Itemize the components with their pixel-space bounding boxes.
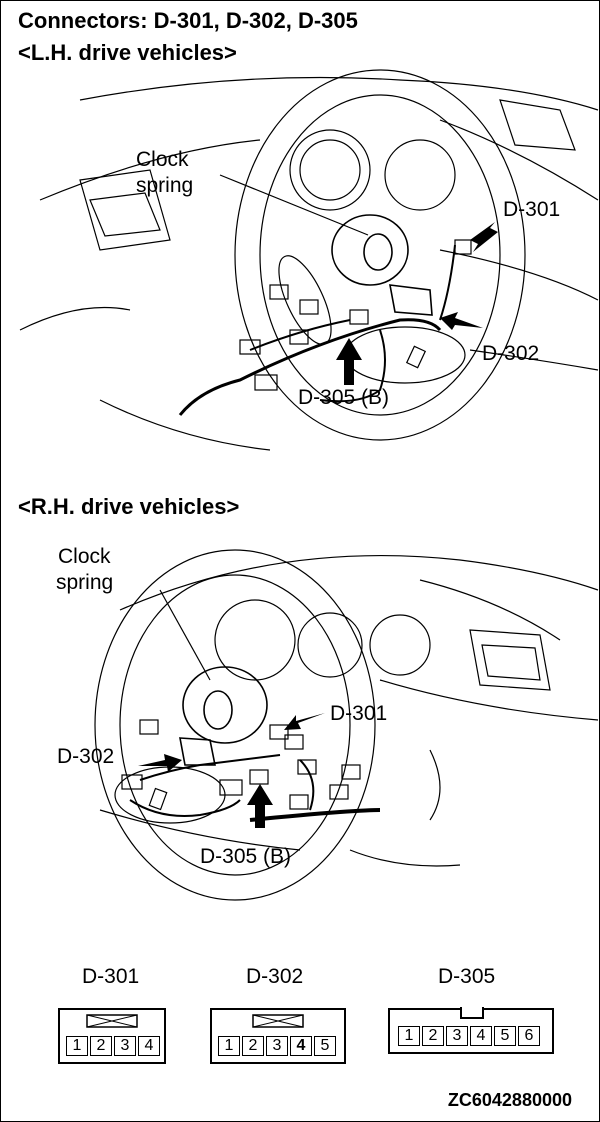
lh-heading: <L.H. drive vehicles> <box>18 40 237 65</box>
connector-d301-face: 1 2 3 4 <box>58 1008 166 1064</box>
lh-d305-label: D-305 (B) <box>298 386 390 409</box>
pin: 4 <box>470 1026 492 1046</box>
rh-d302-label: D-302 <box>57 745 115 768</box>
lh-d302-label: D-302 <box>482 342 540 365</box>
pin: 3 <box>114 1036 136 1056</box>
latch-icon <box>86 1014 138 1028</box>
figure-code: ZC6042880000 <box>447 1090 572 1110</box>
pin: 3 <box>266 1036 288 1056</box>
pin: 2 <box>242 1036 264 1056</box>
pin: 4 <box>290 1036 312 1056</box>
pin: 1 <box>66 1036 88 1056</box>
pin: 2 <box>422 1026 444 1046</box>
pin: 6 <box>518 1026 540 1046</box>
connector-d301-label: D-301 <box>82 965 140 988</box>
rh-clock-spring-label-line2: spring <box>56 571 114 594</box>
latch-icon <box>252 1014 304 1028</box>
rh-heading: <R.H. drive vehicles> <box>18 494 240 519</box>
connector-d305-face: 1 2 3 4 5 6 <box>388 1007 554 1054</box>
pin: 5 <box>494 1026 516 1046</box>
rh-dashboard-illustration <box>94 549 599 901</box>
rh-clock-spring-label-line1: Clock <box>58 545 111 568</box>
connector-d305-label: D-305 <box>438 965 496 988</box>
pin: 2 <box>90 1036 112 1056</box>
pin: 1 <box>398 1026 420 1046</box>
latch-key <box>460 1007 484 1019</box>
lh-clock-spring-label-line1: Clock <box>136 148 189 171</box>
connector-d302-label: D-302 <box>246 965 304 988</box>
rh-d305-label: D-305 (B) <box>200 845 292 868</box>
lh-clock-spring-label-line2: spring <box>136 174 194 197</box>
connector-d302-face: 1 2 3 4 5 <box>210 1008 346 1064</box>
rh-d301-label: D-301 <box>330 702 388 725</box>
pin: 1 <box>218 1036 240 1056</box>
pin: 4 <box>138 1036 160 1056</box>
lh-dashboard-illustration <box>19 69 599 451</box>
lh-d301-label: D-301 <box>503 198 561 221</box>
pin: 3 <box>446 1026 468 1046</box>
pin: 5 <box>314 1036 336 1056</box>
page-title: Connectors: D-301, D-302, D-305 <box>18 8 358 33</box>
